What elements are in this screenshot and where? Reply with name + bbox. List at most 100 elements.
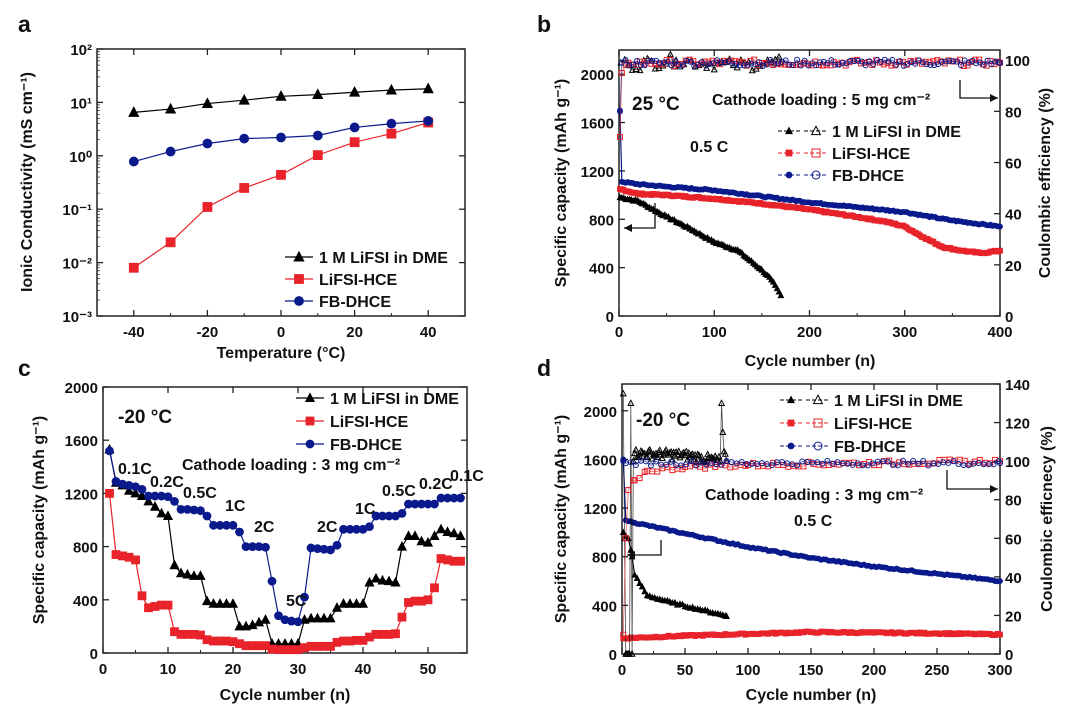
data-point-dhce-ce	[718, 461, 725, 468]
data-point-dme-ce	[682, 447, 690, 455]
data-point-dhce-ce	[957, 62, 964, 69]
data-point-dhce-ce	[854, 460, 861, 467]
data-point-dhce-ce	[702, 62, 709, 69]
data-point-dhce-ce	[915, 460, 922, 467]
data-point-dme-ce	[649, 450, 658, 458]
data-point-dhce-ce	[874, 458, 881, 465]
data-point-hce	[423, 595, 433, 605]
data-point-dme	[214, 598, 226, 608]
data-point-dhce-ce	[832, 61, 839, 68]
data-point-dme	[633, 574, 641, 581]
data-point-dhce	[349, 122, 360, 133]
data-point-hce	[276, 169, 286, 180]
data-point-dme	[357, 598, 369, 608]
data-point-dme	[260, 614, 271, 624]
data-point-dme-ce	[694, 450, 702, 458]
legend: 1 M LiFSI in DME LiFSI-HCE FB-DHCE	[780, 393, 963, 456]
plot-frame	[618, 49, 1001, 317]
data-point-dhce-ce	[632, 461, 639, 468]
y-tick-label: 2000	[584, 404, 617, 421]
legend-marker-dhce	[787, 442, 795, 450]
y-tick-label: 1200	[581, 164, 614, 181]
legend: 1 M LiFSI in DME LiFSI-HCE FB-DHCE	[778, 124, 961, 185]
data-point-hce-ce	[930, 58, 937, 65]
legend-label: LiFSI-HCE	[330, 414, 409, 431]
x-tick-label: 300	[987, 662, 1012, 679]
data-point-dhce	[456, 493, 465, 503]
data-point-dhce-ce	[645, 57, 652, 64]
data-point-dhce	[312, 130, 323, 141]
data-point-dhce-ce	[849, 461, 856, 468]
y2-tick-label: 80	[1005, 493, 1022, 510]
data-point-dhce-ce	[884, 458, 891, 465]
data-point-hce-ce	[750, 459, 757, 466]
x-tick-label: 0	[615, 324, 623, 341]
data-point-dhce-ce	[767, 56, 774, 63]
legend-marker-dhce-ce	[811, 170, 821, 180]
data-point-dhce-ce	[728, 459, 735, 466]
data-point-hce-ce	[886, 457, 893, 464]
legend-marker-dme	[787, 395, 795, 404]
y2-tick-label: 60	[1005, 156, 1022, 173]
data-point-dme	[377, 574, 388, 585]
data-point-dhce	[267, 576, 277, 586]
data-point-dme-ce	[692, 457, 700, 465]
data-point-dhce-ce	[688, 458, 695, 465]
data-point-hce-ce	[702, 465, 709, 472]
data-point-hce	[163, 600, 173, 610]
data-point-dhce	[386, 118, 397, 129]
data-point-dhce-ce	[985, 461, 992, 468]
data-point-dhce-ce	[970, 460, 977, 467]
y-tick-label: 1600	[65, 433, 98, 450]
data-point-hce-ce	[727, 464, 734, 471]
data-point-dhce	[235, 527, 244, 537]
x-tick-label: 100	[702, 324, 727, 341]
data-point-dme-ce	[717, 399, 726, 407]
x-tick-label: -40	[123, 324, 145, 341]
legend-label: LiFSI-HCE	[832, 146, 911, 163]
data-point-hce	[397, 612, 407, 622]
data-point-dhce-ce	[809, 459, 816, 466]
data-point-dhce-ce	[637, 457, 644, 464]
data-point-dme	[182, 568, 193, 579]
data-point-dme	[370, 572, 382, 583]
data-point-dhce-ce	[893, 61, 900, 68]
data-point-dhce-ce	[708, 460, 715, 467]
data-point-dme-ce	[666, 448, 674, 456]
legend-label: LiFSI-HCE	[319, 272, 398, 289]
data-point-dme	[396, 540, 408, 551]
y-tick-label: 400	[592, 598, 617, 615]
y2-axis-title: Coulombic efficiency (%)	[1037, 88, 1054, 278]
data-point-dhce-ce	[980, 461, 987, 468]
data-point-dhce-ce	[828, 57, 835, 64]
data-point-hce-ce	[986, 460, 993, 467]
data-point-dhce	[397, 508, 407, 518]
data-point-dme-ce	[656, 446, 664, 454]
data-point-dme-ce	[775, 52, 783, 60]
data-point-dhce-ce	[748, 60, 755, 67]
data-point-dme-ce	[710, 65, 718, 73]
axis-arrow-left	[624, 203, 656, 229]
data-point-dhce-ce	[616, 108, 623, 115]
data-point-dhce-ce	[687, 58, 694, 65]
series-group	[616, 50, 1003, 299]
data-point-dhce	[163, 492, 173, 502]
data-point-dme	[156, 507, 167, 518]
data-point-dme	[723, 612, 730, 619]
y2-tick-label: 0	[1005, 309, 1013, 326]
y-tick-label: 1200	[584, 501, 617, 518]
data-point-dhce	[228, 520, 238, 530]
legend-label: 1 M LiFSI in DME	[832, 124, 961, 141]
data-point-dhce-ce	[862, 62, 869, 69]
data-point-dhce-ce	[789, 461, 796, 468]
data-point-dhce-ce	[763, 61, 770, 68]
data-point-hce	[349, 137, 360, 148]
data-point-dme	[162, 510, 174, 521]
data-point-dhce-ce	[736, 62, 743, 69]
data-point-dhce-ce	[829, 460, 836, 467]
data-point-dhce-ce	[768, 462, 775, 469]
data-point-hce-ce	[796, 61, 803, 68]
data-point-dme	[312, 88, 324, 100]
data-point-dme-ce	[687, 450, 695, 458]
data-point-dhce-ce	[703, 461, 710, 468]
